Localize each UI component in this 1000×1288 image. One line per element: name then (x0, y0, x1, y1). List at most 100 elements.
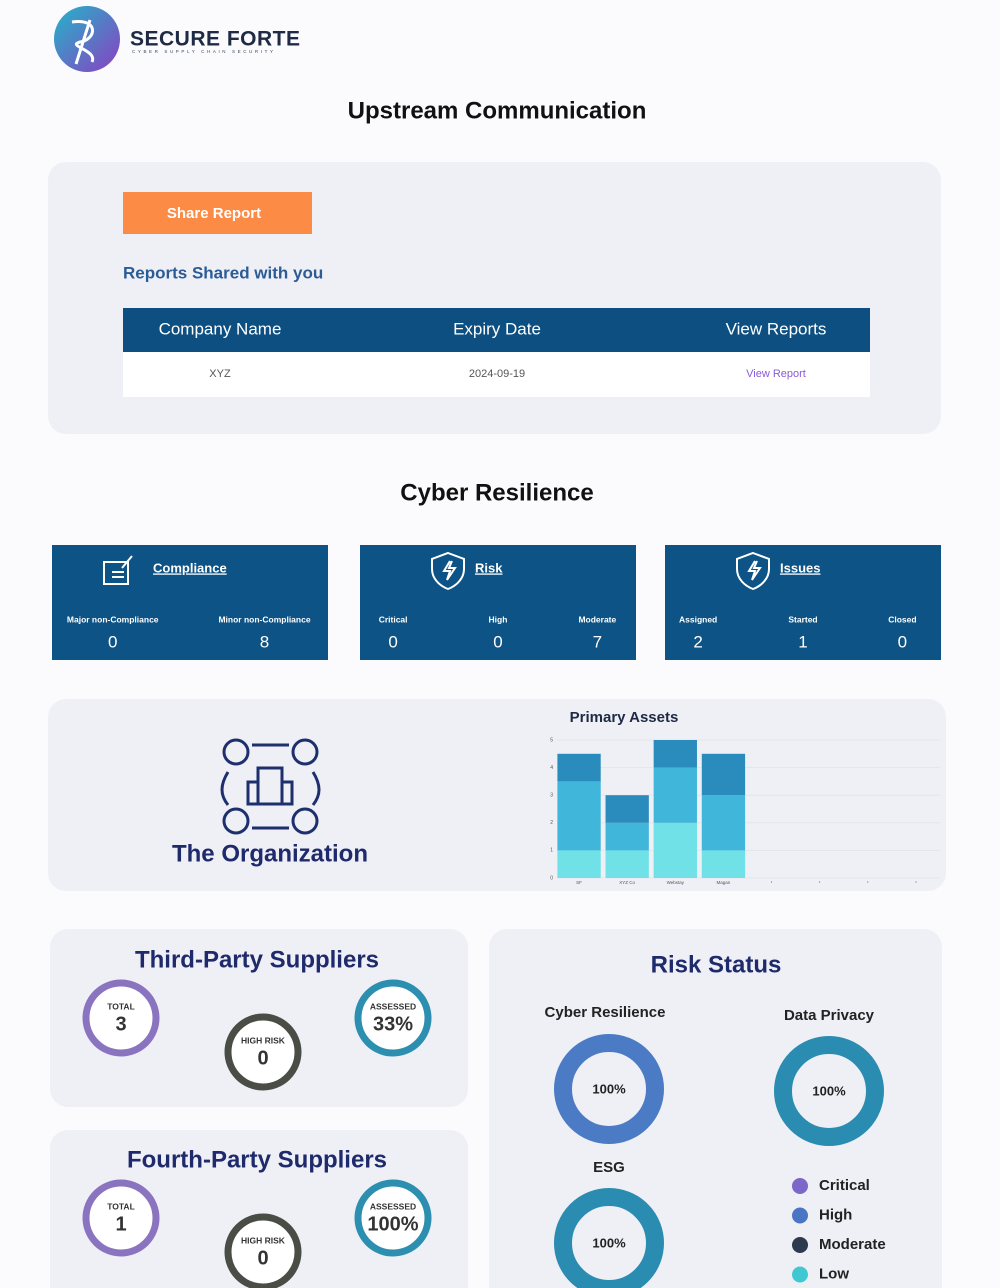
donut-label: 100% (592, 1235, 626, 1250)
donut-label: 100% (592, 1081, 626, 1096)
stat-label: ASSESSED (370, 1001, 416, 1011)
metric-value: 2 (693, 632, 702, 651)
legend-swatch (792, 1207, 808, 1224)
x-tick-label: Magan (717, 880, 731, 885)
risk-status: Cyber Resilience 100% Data Privacy 100% ESG 1… (545, 1004, 886, 1288)
resilience-card (52, 545, 328, 660)
metric-value: 0 (388, 632, 397, 651)
donut-label: 100% (812, 1083, 846, 1098)
legend-swatch (792, 1178, 808, 1194)
metric-label: Started (788, 614, 817, 624)
metric-value: 1 (798, 632, 807, 651)
chart-title: Primary Assets (570, 709, 679, 726)
bar-segment (653, 822, 697, 878)
metric-label: High (489, 614, 508, 624)
stat-label: TOTAL (107, 1201, 135, 1211)
stat-value: 0 (257, 1047, 268, 1069)
column-header: Company Name (159, 319, 282, 338)
resilience-cards: Compliance Major non-Compliance 0 Minor non… (52, 545, 941, 660)
bar-segment (557, 850, 601, 878)
icon (736, 551, 770, 591)
bar-segment (701, 850, 746, 878)
stat-value: 100% (367, 1213, 418, 1235)
stat-label: TOTAL (107, 1001, 135, 1011)
legend-label: Critical (819, 1177, 870, 1194)
section-title: Cyber Resilience (400, 479, 593, 506)
legend-swatch (792, 1266, 808, 1283)
metric-label: Major non-Compliance (67, 614, 159, 624)
bar-segment (605, 822, 649, 851)
brand: SECURE FORTE (130, 28, 301, 51)
stat-ring (82, 1179, 160, 1257)
tagline: CYBER SUPPLY CHAIN SECURITY (132, 49, 276, 54)
metric-label: Moderate (578, 614, 616, 624)
share-button[interactable] (123, 192, 312, 234)
suppliers: Third-Party Suppliers TOTAL 3 HIGH RISK 0 ASS… (82, 946, 432, 1288)
stat-label: HIGH RISK (241, 1035, 286, 1045)
icon (103, 555, 133, 585)
metric-value: 0 (493, 632, 502, 651)
subtitle: Reports Shared with you (123, 263, 323, 282)
donut-title: Cyber Resilience (545, 1004, 666, 1021)
card-title[interactable]: Issues (780, 560, 820, 575)
card-title: Fourth-Party Suppliers (127, 1146, 387, 1173)
icon (431, 551, 465, 591)
bar-segment (557, 753, 601, 782)
bar-segment (653, 767, 697, 823)
stat-value: 1 (115, 1213, 126, 1235)
x-tick-label: Webstay (667, 880, 685, 885)
stat-value: 3 (115, 1013, 126, 1035)
table-header (123, 308, 870, 352)
legend-swatch (792, 1237, 808, 1253)
resilience-card (665, 545, 941, 660)
stat-value: 33% (373, 1013, 413, 1035)
organization-icon (220, 738, 321, 835)
y-tick-label: 4 (550, 765, 553, 771)
donut-title: Data Privacy (784, 1007, 875, 1024)
column-header: View Reports (726, 319, 827, 338)
cell: XYZ (209, 368, 231, 380)
metric-label: Minor non-Compliance (218, 614, 310, 624)
bar-segment (557, 781, 601, 851)
card-title[interactable]: Risk (475, 560, 503, 575)
y-tick-label: 1 (550, 848, 553, 854)
table-row (123, 352, 870, 397)
metric-label: Assigned (679, 614, 717, 624)
metric-label: Critical (379, 614, 408, 624)
stat-label: HIGH RISK (241, 1235, 286, 1245)
stat-ring (224, 1213, 302, 1288)
button-label[interactable]: Share Report (167, 205, 261, 222)
x-tick-label: XYZ Co (619, 880, 635, 885)
section-title: Upstream Communication (348, 97, 647, 124)
metric-label: Closed (888, 614, 916, 624)
donut-title: ESG (593, 1159, 625, 1176)
card-title: Third-Party Suppliers (135, 946, 379, 973)
stat-ring (224, 1013, 302, 1091)
organization-label: The Organization (172, 840, 368, 867)
section-title: Risk Status (651, 951, 782, 978)
bar-segment (701, 753, 746, 796)
stat-value: 0 (257, 1247, 268, 1269)
metric-value: 0 (108, 632, 117, 651)
y-tick-label: 3 (550, 793, 553, 799)
bar-segment (605, 850, 649, 878)
view-report-link[interactable]: View Report (746, 368, 806, 380)
stat-ring (82, 979, 160, 1057)
stat-ring (354, 1179, 432, 1257)
logo-mark (71, 19, 95, 65)
bar-segment (605, 795, 649, 823)
x-tick-label: SF (576, 880, 582, 885)
donut-arc (774, 1036, 884, 1146)
card-title[interactable]: Compliance (153, 560, 227, 575)
donut-arc (554, 1034, 664, 1144)
column-header: Expiry Date (453, 319, 541, 338)
metric-value: 8 (260, 632, 269, 651)
legend-label: High (819, 1206, 852, 1223)
card (50, 1130, 468, 1288)
metric-value: 7 (593, 632, 602, 651)
stat-ring (354, 979, 432, 1057)
legend-label: Low (819, 1265, 849, 1282)
metric-value: 0 (898, 632, 907, 651)
